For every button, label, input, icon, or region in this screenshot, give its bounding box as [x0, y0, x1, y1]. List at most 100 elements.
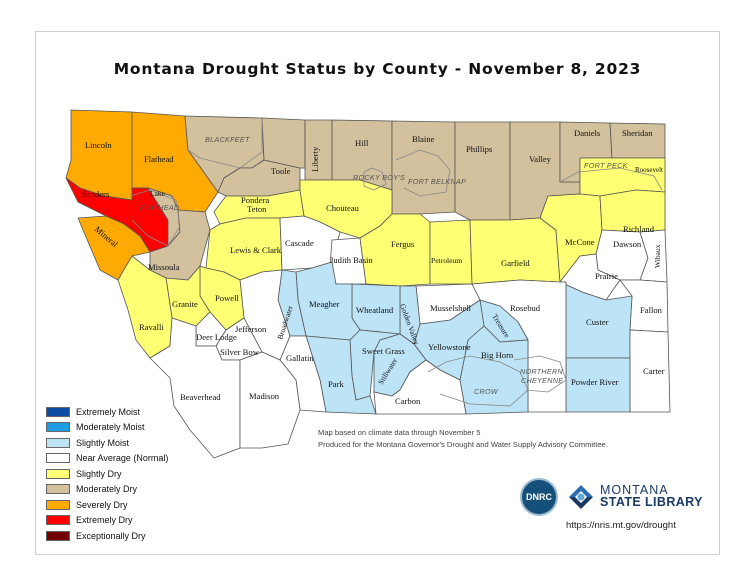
montana-state-library-wordmark: MONTANA STATE LIBRARY	[600, 483, 703, 509]
legend-item-slightly-moist: Slightly Moist	[46, 435, 168, 451]
label-cascade: Cascade	[285, 238, 314, 248]
map-note: Map based on climate data through Novemb…	[318, 427, 608, 450]
legend-label: Severely Dry	[76, 499, 128, 510]
res-label-flathead: FLATHEAD	[140, 203, 179, 212]
label-wibaux: Wibaux	[653, 244, 662, 268]
label-gallatin: Gallatin	[286, 353, 314, 363]
label-phillips: Phillips	[466, 144, 493, 154]
label-flathead: Flathead	[144, 154, 174, 164]
legend-item-moderately-dry: Moderately Dry	[46, 482, 168, 498]
legend-label: Slightly Moist	[76, 437, 130, 448]
res-label-northern-cheyenne-2: CHEYENNE	[521, 376, 563, 385]
label-powder-river: Powder River	[571, 377, 619, 387]
legend-item-slightly-dry: Slightly Dry	[46, 466, 168, 482]
label-sheridan: Sheridan	[622, 128, 653, 138]
label-carbon: Carbon	[395, 396, 421, 406]
label-prairie: Prairie	[595, 271, 618, 281]
label-judith-basin: Judith Basin	[330, 255, 373, 265]
label-mccone: McCone	[565, 237, 595, 247]
label-rosebud: Rosebud	[510, 303, 541, 313]
legend-label: Exceptionally Dry	[76, 530, 146, 541]
label-madison: Madison	[249, 391, 280, 401]
label-roosevelt: Roosevelt	[635, 166, 663, 174]
label-yellowstone: Yellowstone	[428, 342, 471, 352]
label-fallon: Fallon	[640, 305, 663, 315]
label-petroleum: Petroleum	[431, 256, 462, 265]
label-ravalli: Ravalli	[139, 322, 164, 332]
legend: Extremely Moist Moderately Moist Slightl…	[46, 404, 168, 544]
label-wheatland: Wheatland	[356, 305, 394, 315]
label-richland: Richland	[623, 224, 655, 234]
legend-swatch	[46, 530, 70, 541]
legend-swatch	[46, 468, 70, 479]
drought-url-link[interactable]: https://nris.mt.gov/drought	[566, 520, 676, 531]
label-sanders: Sanders	[82, 189, 110, 199]
res-label-crow: CROW	[474, 387, 499, 396]
label-silver-bow: Silver Bow	[220, 347, 260, 357]
legend-swatch	[46, 406, 70, 417]
label-musselshell: Musselshell	[430, 303, 472, 313]
note-line-2: Produced for the Montana Governor's Drou…	[318, 439, 608, 449]
legend-item-exceptionally-dry: Exceptionally Dry	[46, 528, 168, 544]
legend-item-near-average: Near Average (Normal)	[46, 451, 168, 467]
label-fergus: Fergus	[391, 239, 415, 249]
legend-label: Slightly Dry	[76, 468, 122, 479]
note-line-1: Map based on climate data through Novemb…	[318, 428, 481, 437]
legend-swatch	[46, 437, 70, 448]
county-madison[interactable]	[239, 351, 301, 449]
label-sweet-grass: Sweet Grass	[362, 346, 405, 356]
label-teton: Teton	[247, 204, 267, 214]
res-label-northern-cheyenne-1: NORTHERN	[520, 367, 564, 376]
county-labels: Lincoln Flathead Toole Liberty Hill Blai…	[82, 128, 665, 406]
dnrc-logo: DNRC	[520, 478, 558, 516]
legend-swatch	[46, 515, 70, 526]
label-missoula: Missoula	[148, 262, 180, 272]
reservation-boundaries	[129, 118, 663, 407]
label-lake: Lake	[150, 189, 166, 198]
res-label-fort-peck: FORT PECK	[584, 161, 629, 170]
legend-item-extremely-moist: Extremely Moist	[46, 404, 168, 420]
legend-item-extremely-dry: Extremely Dry	[46, 513, 168, 529]
label-custer: Custer	[586, 317, 609, 327]
label-granite: Granite	[172, 299, 198, 309]
label-daniels: Daniels	[574, 128, 601, 138]
legend-label: Near Average (Normal)	[76, 453, 169, 464]
map-title: Montana Drought Status by County - Novem…	[113, 60, 642, 78]
label-blaine: Blaine	[412, 134, 435, 144]
msl-line-1: MONTANA	[600, 483, 669, 497]
legend-label: Extremely Dry	[76, 515, 133, 526]
county-garfield[interactable]	[469, 217, 561, 285]
label-park: Park	[328, 379, 344, 389]
legend-label: Moderately Moist	[76, 422, 145, 433]
res-label-blackfeet: BLACKFEET	[205, 135, 250, 144]
res-label-rocky-boys: ROCKY BOY'S	[353, 173, 405, 182]
legend-swatch	[46, 453, 70, 464]
county-beaverhead[interactable]	[149, 317, 241, 459]
label-toole: Toole	[271, 166, 291, 176]
legend-item-moderately-moist: Moderately Moist	[46, 420, 168, 436]
label-powell: Powell	[215, 293, 239, 303]
label-jefferson: Jefferson	[235, 324, 267, 334]
label-lewis-clark: Lewis & Clark	[230, 245, 282, 255]
montana-state-library-logo-icon	[569, 485, 593, 509]
label-hill: Hill	[355, 138, 369, 148]
label-pondera: Pondera	[241, 195, 269, 205]
legend-swatch	[46, 422, 70, 433]
label-deer-lodge: Deer Lodge	[196, 332, 237, 342]
county-carbon[interactable]	[373, 359, 467, 415]
label-beaverhead: Beaverhead	[180, 392, 221, 402]
label-chouteau: Chouteau	[326, 203, 360, 213]
legend-swatch	[46, 484, 70, 495]
label-big-horn: Big Horn	[481, 350, 514, 360]
county-toole[interactable]	[261, 117, 306, 169]
legend-label: Extremely Moist	[76, 406, 141, 417]
legend-swatch	[46, 499, 70, 510]
label-carter: Carter	[643, 366, 665, 376]
county-phillips[interactable]	[454, 121, 511, 221]
legend-label: Moderately Dry	[76, 484, 138, 495]
res-label-fort-belknap: FORT BELKNAP	[408, 177, 466, 186]
label-meagher: Meagher	[309, 299, 340, 309]
county-petroleum[interactable]	[429, 219, 473, 285]
label-lincoln: Lincoln	[85, 140, 112, 150]
